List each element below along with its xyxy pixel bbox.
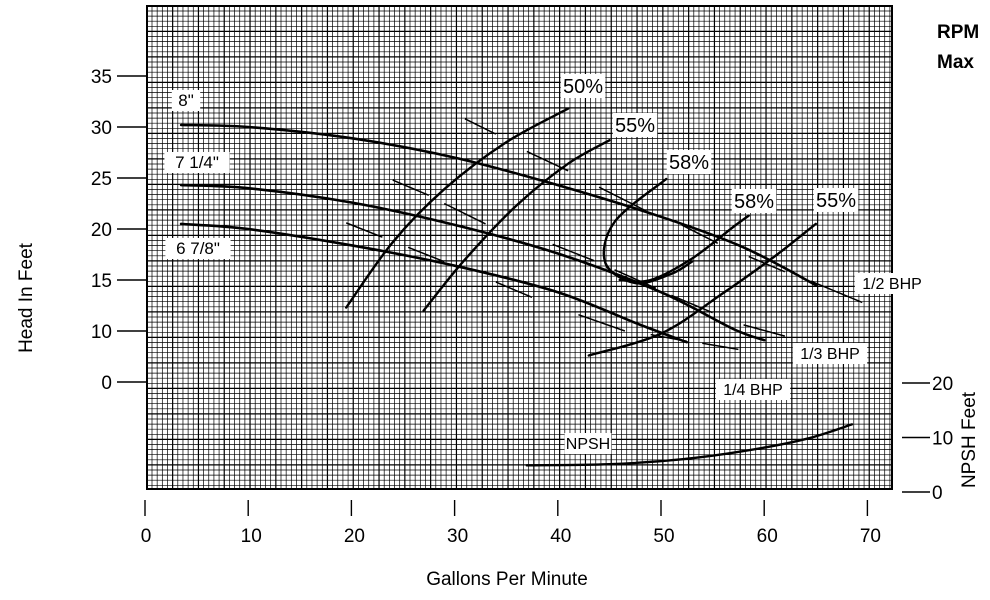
y2-tick-label: 20 (932, 374, 953, 395)
x-tick-label: 60 (757, 526, 778, 547)
impeller-label-1: 7 1/4" (164, 152, 230, 173)
impeller-label-0-text: 8" (178, 91, 194, 110)
y-tick-label: 10 (91, 322, 112, 343)
impeller-label-2-text: 6 7/8" (176, 239, 220, 258)
efficiency-label-1-text: 55% (615, 115, 655, 137)
bhp-label-2: 1/4 BHP (715, 379, 791, 400)
efficiency-label-0: 50% (560, 74, 606, 98)
y-axis-title: Head In Feet (16, 242, 37, 353)
bhp-lines (345, 118, 863, 351)
bhp-label-1-text: 1/3 BHP (800, 346, 860, 363)
y-tick-label: 25 (91, 169, 112, 190)
x-tick-label: 30 (447, 526, 468, 547)
bhp-line-0-segment (681, 224, 719, 244)
bhp-label-2-bg (715, 379, 791, 400)
impeller-label-2: 6 7/8" (165, 238, 231, 259)
bhp-label-0-text: 1/2 BHP (862, 276, 922, 293)
y2-tick-label: 0 (932, 483, 943, 504)
npsh-curve (525, 423, 854, 467)
bhp-line-1-segment (743, 324, 786, 337)
bhp-line-2-segment (495, 281, 533, 299)
impeller-curve-2 (179, 222, 689, 344)
efficiency-label-4-bg (813, 188, 859, 212)
y2-tick-label: 10 (932, 429, 953, 450)
y-tick-label: 35 (91, 67, 112, 88)
npsh-curve-group (525, 423, 854, 467)
bhp-line-2-segment (407, 246, 445, 263)
efficiency-label-4: 55% (813, 188, 859, 212)
y-tick-label: 0 (101, 373, 112, 394)
impeller-label-0-bg (171, 90, 201, 111)
npsh-label: NPSH (564, 433, 612, 454)
x-tick-label: 70 (860, 526, 881, 547)
x-tick-label: 40 (550, 526, 571, 547)
efficiency-label-2: 58% (666, 150, 712, 174)
bhp-label-1: 1/3 BHP (792, 343, 868, 364)
plot-frame (146, 5, 893, 490)
efficiency-curve-0 (345, 107, 570, 309)
efficiency-label-2-text: 58% (669, 152, 709, 174)
bhp-line-0-segment (464, 118, 497, 135)
efficiency-label-1-bg (612, 113, 658, 137)
efficiency-curve-1 (422, 139, 611, 312)
bhp-line-0-segment (810, 280, 863, 304)
x-axis-title: Gallons Per Minute (426, 569, 588, 590)
efficiency-label-2-bg (666, 150, 712, 174)
y-tick-label: 15 (91, 271, 112, 292)
impeller-curves (179, 123, 818, 344)
efficiency-label-3: 58% (731, 189, 777, 213)
x-tick-label: 50 (653, 526, 674, 547)
bhp-label-0: 1/2 BHP (854, 273, 930, 294)
efficiency-label-1: 55% (612, 113, 658, 137)
npsh-label-bg (564, 433, 612, 454)
impeller-label-1-text: 7 1/4" (175, 153, 219, 172)
efficiency-curve-4 (587, 222, 817, 357)
x-tick-label: 0 (141, 526, 152, 547)
bhp-label-2-text: 1/4 BHP (723, 382, 783, 399)
bhp-label-0-bg (854, 273, 930, 294)
efficiency-curve-2 (602, 177, 694, 285)
y-tick-label: 30 (91, 118, 112, 139)
y2-axis: 0 10 20 (902, 374, 953, 504)
corner-text-line1: RPM (937, 22, 979, 43)
impeller-label-2-bg (165, 238, 231, 259)
efficiency-curves (345, 107, 817, 357)
x-tick-label: 20 (344, 526, 365, 547)
impeller-curve-0 (179, 123, 818, 287)
efficiency-curve-3 (618, 214, 750, 283)
corner-text-line2: Max (937, 52, 974, 73)
x-tick-label: 10 (241, 526, 262, 547)
impeller-curve-1 (179, 183, 766, 342)
impeller-label-1-bg (164, 152, 230, 173)
y-tick-label: 20 (91, 220, 112, 241)
bhp-line-1-segment (392, 179, 430, 197)
efficiency-label-4-text: 55% (816, 190, 856, 212)
impeller-label-0: 8" (171, 90, 201, 111)
bhp-line-2-segment (702, 342, 739, 351)
curve-labels: 8" 7 1/4" 6 7/8" 50% 55% 58% 58% 55% 1/2 BHP 1/3 … (164, 74, 930, 454)
bhp-line-2-segment (578, 313, 626, 332)
efficiency-label-0-bg (560, 74, 606, 98)
bhp-line-0-segment (748, 255, 786, 273)
y-axis: 0 10 15 20 25 30 35 (91, 67, 147, 394)
efficiency-label-3-bg (731, 189, 777, 213)
bhp-line-1-segment (552, 243, 595, 262)
x-axis: 0 10 20 30 40 50 60 70 (141, 500, 881, 547)
bhp-line-1-segment (671, 294, 713, 314)
efficiency-label-3-text: 58% (734, 191, 774, 213)
npsh-label-text: NPSH (566, 436, 610, 453)
bhp-line-2-segment (345, 222, 383, 238)
bhp-line-1-segment (443, 202, 486, 225)
y2-axis-title: NPSH Feet (959, 391, 980, 488)
efficiency-label-0-text: 50% (563, 76, 603, 98)
bhp-line-1-segment (614, 269, 657, 289)
bhp-line-0-segment (598, 186, 646, 212)
bhp-label-1-bg (792, 343, 868, 364)
